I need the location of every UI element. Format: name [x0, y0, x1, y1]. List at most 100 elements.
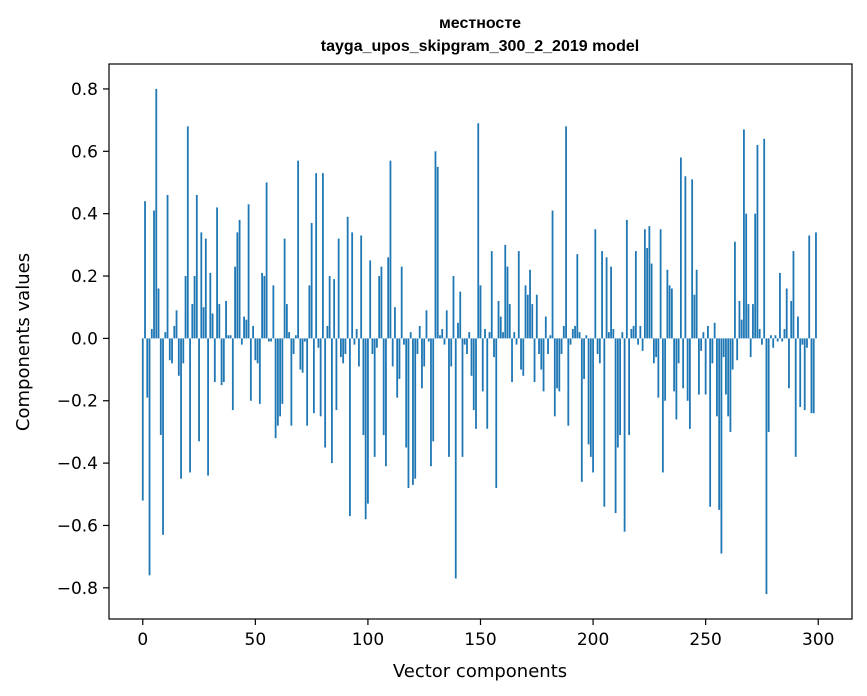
bar-46 — [245, 319, 248, 339]
bar-188 — [565, 126, 567, 339]
bar-235 — [670, 288, 673, 339]
bar-249 — [702, 332, 705, 339]
bar-276 — [763, 138, 766, 339]
bar-136 — [448, 338, 450, 457]
bar-64 — [285, 304, 288, 339]
bar-101 — [369, 260, 372, 339]
bar-66 — [290, 338, 293, 426]
bar-159 — [499, 316, 502, 339]
bar-27 — [202, 307, 205, 339]
bar-113 — [396, 338, 399, 398]
bar-168 — [520, 338, 522, 370]
bar-52 — [258, 338, 261, 404]
bar-31 — [211, 313, 214, 339]
bar-211 — [616, 338, 619, 448]
bar-171 — [526, 294, 529, 339]
bar-165 — [513, 332, 516, 339]
bar-205 — [603, 338, 606, 507]
bar-154 — [488, 332, 491, 339]
bar-55 — [265, 182, 268, 339]
bar-81 — [324, 338, 327, 448]
bar-275 — [761, 338, 763, 345]
bar-200 — [592, 338, 594, 473]
bar-242 — [686, 338, 689, 401]
bar-0 — [141, 338, 144, 501]
bar-106 — [380, 266, 383, 339]
bar-217 — [630, 329, 633, 339]
y-tick-label: −0.2 — [57, 392, 98, 412]
bar-2 — [146, 338, 149, 398]
bar-126 — [425, 310, 428, 339]
bar-288 — [790, 300, 793, 339]
bar-20 — [186, 126, 189, 339]
bar-24 — [195, 194, 198, 339]
bar-241 — [684, 176, 687, 339]
bar-92 — [349, 338, 351, 517]
bar-260 — [727, 338, 730, 417]
bar-73 — [306, 338, 309, 426]
bar-130 — [434, 151, 437, 339]
bar-22 — [191, 304, 194, 339]
bar-145 — [468, 332, 471, 339]
bar-167 — [517, 251, 520, 339]
x-tick-label: 0 — [137, 630, 148, 650]
bar-284 — [781, 338, 784, 342]
bar-297 — [810, 338, 813, 414]
bar-224 — [646, 247, 649, 339]
bar-202 — [596, 338, 599, 354]
bar-118 — [407, 338, 410, 489]
bar-292 — [799, 338, 802, 407]
bar-281 — [774, 335, 777, 339]
bar-160 — [502, 332, 504, 339]
bar-8 — [159, 338, 162, 436]
bar-170 — [524, 285, 527, 339]
bar-121 — [414, 338, 417, 479]
y-tick-label: 0.4 — [71, 205, 98, 225]
bar-14 — [173, 325, 176, 339]
bar-142 — [461, 338, 464, 457]
bar-172 — [529, 269, 531, 339]
x-axis-ticks: 0 50 100 150 200 250 300 — [137, 619, 834, 650]
bar-245 — [693, 294, 696, 339]
x-tick-label: 250 — [689, 630, 721, 650]
bar-28 — [204, 238, 207, 339]
bar-214 — [623, 338, 626, 532]
bar-108 — [385, 338, 387, 467]
bar-127 — [427, 338, 430, 342]
bar-50 — [254, 338, 257, 361]
plot-frame — [108, 63, 853, 620]
bar-140 — [457, 322, 459, 339]
bar-6 — [155, 88, 158, 339]
bar-60 — [276, 338, 279, 426]
bar-67 — [292, 338, 295, 354]
bar-213 — [621, 332, 624, 339]
bar-267 — [743, 129, 745, 339]
bar-72 — [303, 338, 306, 342]
bar-36 — [222, 338, 225, 383]
bar-125 — [423, 338, 426, 367]
bar-91 — [346, 216, 349, 339]
bar-16 — [177, 338, 180, 376]
bar-117 — [405, 338, 408, 448]
bar-84 — [330, 338, 333, 464]
bar-111 — [391, 338, 394, 367]
bar-26 — [200, 232, 203, 339]
bar-114 — [398, 338, 401, 379]
bar-104 — [376, 338, 378, 348]
bar-11 — [166, 194, 169, 339]
bar-59 — [274, 338, 277, 439]
bar-184 — [556, 338, 558, 389]
bar-265 — [738, 300, 741, 339]
bar-187 — [562, 325, 565, 339]
bar-109 — [387, 257, 390, 339]
bar-83 — [328, 276, 331, 339]
y-axis-label: Components values — [13, 253, 34, 431]
bar-182 — [551, 210, 554, 339]
bar-158 — [497, 300, 500, 339]
bar-18 — [182, 338, 185, 364]
bar-115 — [400, 266, 403, 339]
bar-293 — [801, 338, 804, 345]
bar-42 — [236, 232, 239, 339]
bar-179 — [544, 316, 547, 339]
bar-32 — [213, 338, 216, 383]
